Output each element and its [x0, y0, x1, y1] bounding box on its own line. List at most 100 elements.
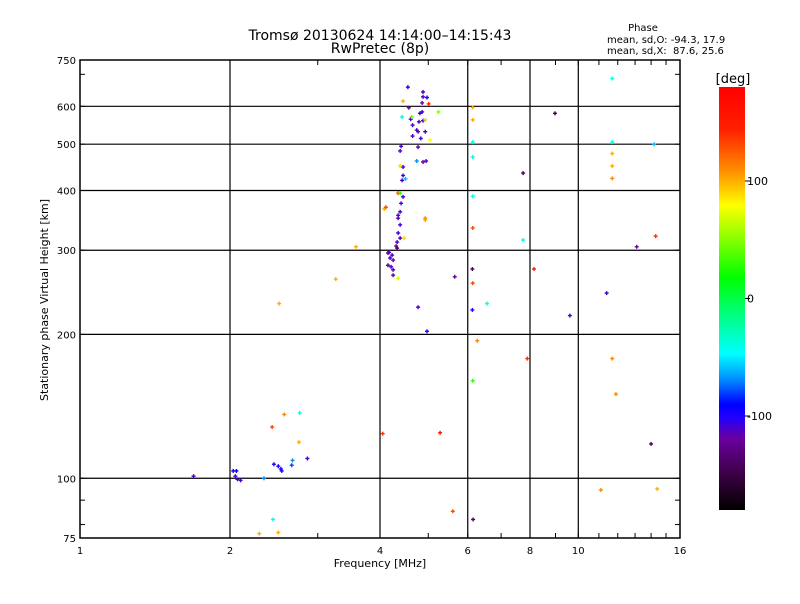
x-tick-label: 4 [377, 546, 383, 557]
data-point [296, 440, 301, 445]
data-point [399, 144, 404, 149]
data-point [610, 164, 615, 169]
data-point [297, 410, 302, 415]
data-point [421, 159, 426, 164]
data-point [438, 430, 443, 435]
data-point [652, 142, 657, 147]
data-point [634, 244, 639, 249]
data-point [470, 105, 475, 110]
data-point [470, 194, 475, 199]
data-point [398, 164, 403, 169]
chart-title: Tromsø 20130624 14:14:00–14:15:43 [248, 28, 512, 44]
data-point [470, 307, 475, 312]
data-point [282, 412, 287, 417]
data-point [436, 109, 441, 114]
data-point [470, 281, 475, 286]
data-point [610, 151, 615, 156]
data-point [470, 378, 475, 383]
data-point [421, 118, 426, 123]
data-point [261, 476, 266, 481]
data-point [409, 114, 414, 119]
data-point [418, 136, 423, 141]
data-point [417, 111, 422, 116]
data-point [420, 109, 425, 114]
data-point [470, 140, 475, 145]
data-point [398, 191, 403, 196]
data-point [423, 129, 428, 134]
data-point [257, 531, 262, 536]
data-point [191, 474, 196, 479]
data-point [613, 392, 618, 397]
data-point [421, 94, 426, 99]
data-point [385, 263, 390, 268]
x-tick-label: 1 [77, 546, 83, 557]
data-point [276, 464, 281, 469]
x-axis-label: Frequency [MHz] [334, 557, 426, 570]
data-point [450, 509, 455, 514]
data-point [395, 240, 400, 245]
data-point [389, 264, 394, 269]
stats-heading: Phase [628, 23, 658, 34]
data-point [279, 468, 284, 473]
data-point [521, 238, 526, 243]
data-point [610, 356, 615, 361]
chart-subtitle: RwPretec (8p) [331, 41, 429, 57]
data-point [401, 164, 406, 169]
data-point [471, 517, 476, 522]
data-point [485, 301, 490, 306]
data-point [289, 463, 294, 468]
data-point [424, 159, 429, 164]
data-point [567, 313, 572, 318]
data-point [525, 356, 530, 361]
data-point [470, 155, 475, 160]
y-axis-ticks: 75 100 200 300 400 500 600 750 [57, 56, 680, 545]
data-point [383, 205, 388, 210]
data-point [610, 76, 615, 81]
data-point [655, 486, 660, 491]
data-point [385, 251, 390, 256]
colorbar-tick-label: 100 [747, 175, 768, 188]
data-point [403, 176, 408, 181]
data-point [271, 462, 276, 467]
data-point [470, 267, 475, 272]
data-point [610, 176, 615, 181]
data-point [390, 253, 395, 258]
data-point [401, 173, 406, 178]
data-point [401, 99, 406, 104]
data-point [238, 478, 243, 483]
data-point [416, 145, 421, 150]
data-point [423, 117, 428, 122]
data-point [470, 117, 475, 122]
data-point [391, 258, 396, 263]
data-point [414, 159, 419, 164]
data-point [416, 305, 421, 310]
data-point [398, 222, 403, 227]
data-point [396, 230, 401, 235]
y-axis-label: Stationary phase Virtual Height [km] [38, 199, 51, 401]
grid-lines [80, 60, 680, 538]
data-point [405, 85, 410, 90]
x-axis-ticks: 1 2 4 6 8 10 16 [77, 60, 686, 557]
y-tick-label: 400 [57, 186, 76, 197]
data-point [270, 425, 275, 430]
data-point [380, 431, 385, 436]
x-tick-label: 6 [465, 546, 471, 557]
y-tick-label: 75 [63, 534, 76, 545]
data-point [271, 517, 276, 522]
x-tick-label: 8 [527, 546, 533, 557]
data-point [420, 100, 425, 105]
data-point [424, 329, 429, 334]
data-point [408, 117, 413, 122]
data-point [290, 458, 295, 463]
data-point [391, 273, 396, 278]
data-point [400, 114, 405, 119]
colorbar [719, 87, 745, 510]
data-point [277, 301, 282, 306]
data-point [428, 138, 433, 143]
data-point [406, 105, 411, 110]
colorbar-tick-label: 0 [747, 293, 754, 306]
y-tick-label: 100 [57, 474, 76, 485]
y-tick-label: 200 [57, 330, 76, 341]
x-tick-label: 2 [227, 546, 233, 557]
